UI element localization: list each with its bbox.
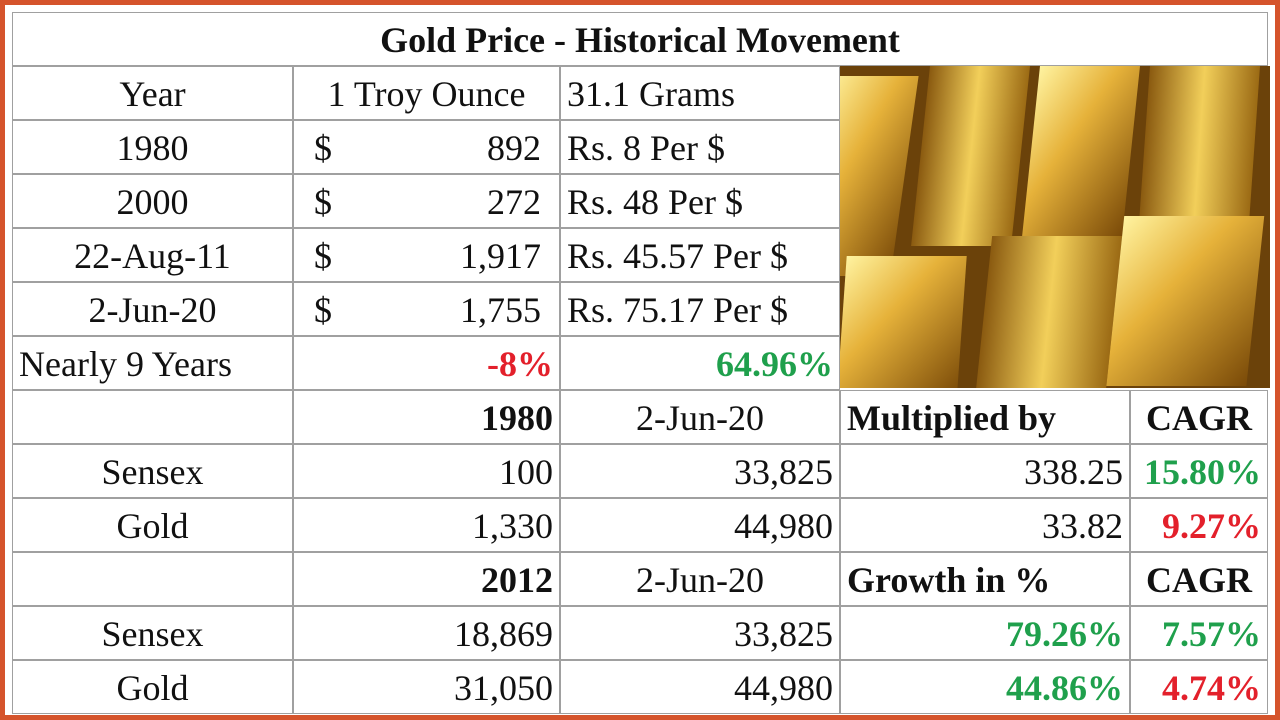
header-cell: 2012 [293,552,560,606]
gold-bars-image [840,66,1270,388]
ounce-price: $272 [293,174,560,228]
header-cell: 2-Jun-20 [560,552,840,606]
header-cell: 2-Jun-20 [560,390,840,444]
year: 2-Jun-20 [12,282,293,336]
ounce-price: $1,755 [293,282,560,336]
rupee-rate: Rs. 48 Per $ [560,174,840,228]
row-label: Sensex [12,606,293,660]
cagr: 7.57% [1130,606,1268,660]
year: 22-Aug-11 [12,228,293,282]
value: 44.86% [840,660,1130,714]
cagr: 15.80% [1130,444,1268,498]
blank [12,552,293,606]
currency: $ [314,182,332,222]
amount: 272 [487,182,541,222]
amount: 1,917 [460,236,541,276]
value: 33.82 [840,498,1130,552]
value: 100 [293,444,560,498]
ounce-price: $1,917 [293,228,560,282]
header-cell: Year [12,66,293,120]
header-cell: Multiplied by [840,390,1130,444]
value: 44,980 [560,660,840,714]
value: 31,050 [293,660,560,714]
title: Gold Price - Historical Movement [12,12,1268,66]
header-cell: 1980 [293,390,560,444]
header-cell: CAGR [1130,552,1268,606]
header-cell: 31.1 Grams [560,66,840,120]
value: 33,825 [560,444,840,498]
row-label: Sensex [12,444,293,498]
value: 1,330 [293,498,560,552]
value: 44,980 [560,498,840,552]
currency: $ [314,290,332,330]
summary-change: -8% [293,336,560,390]
cagr: 4.74% [1130,660,1268,714]
amount: 892 [487,128,541,168]
year: 2000 [12,174,293,228]
rupee-rate: Rs. 45.57 Per $ [560,228,840,282]
row-label: Gold [12,660,293,714]
row-label: Gold [12,498,293,552]
bars [840,66,1265,388]
currency: $ [314,128,332,168]
currency: $ [314,236,332,276]
value: 338.25 [840,444,1130,498]
value: 18,869 [293,606,560,660]
header-cell: Growth in % [840,552,1130,606]
summary-label: Nearly 9 Years [12,336,293,390]
amount: 1,755 [460,290,541,330]
value: 33,825 [560,606,840,660]
ounce-price: $892 [293,120,560,174]
cagr: 9.27% [1130,498,1268,552]
summary-change: 64.96% [560,336,840,390]
header-cell: 1 Troy Ounce [293,66,560,120]
blank [12,390,293,444]
value: 79.26% [840,606,1130,660]
header-cell: CAGR [1130,390,1268,444]
rupee-rate: Rs. 75.17 Per $ [560,282,840,336]
year: 1980 [12,120,293,174]
rupee-rate: Rs. 8 Per $ [560,120,840,174]
